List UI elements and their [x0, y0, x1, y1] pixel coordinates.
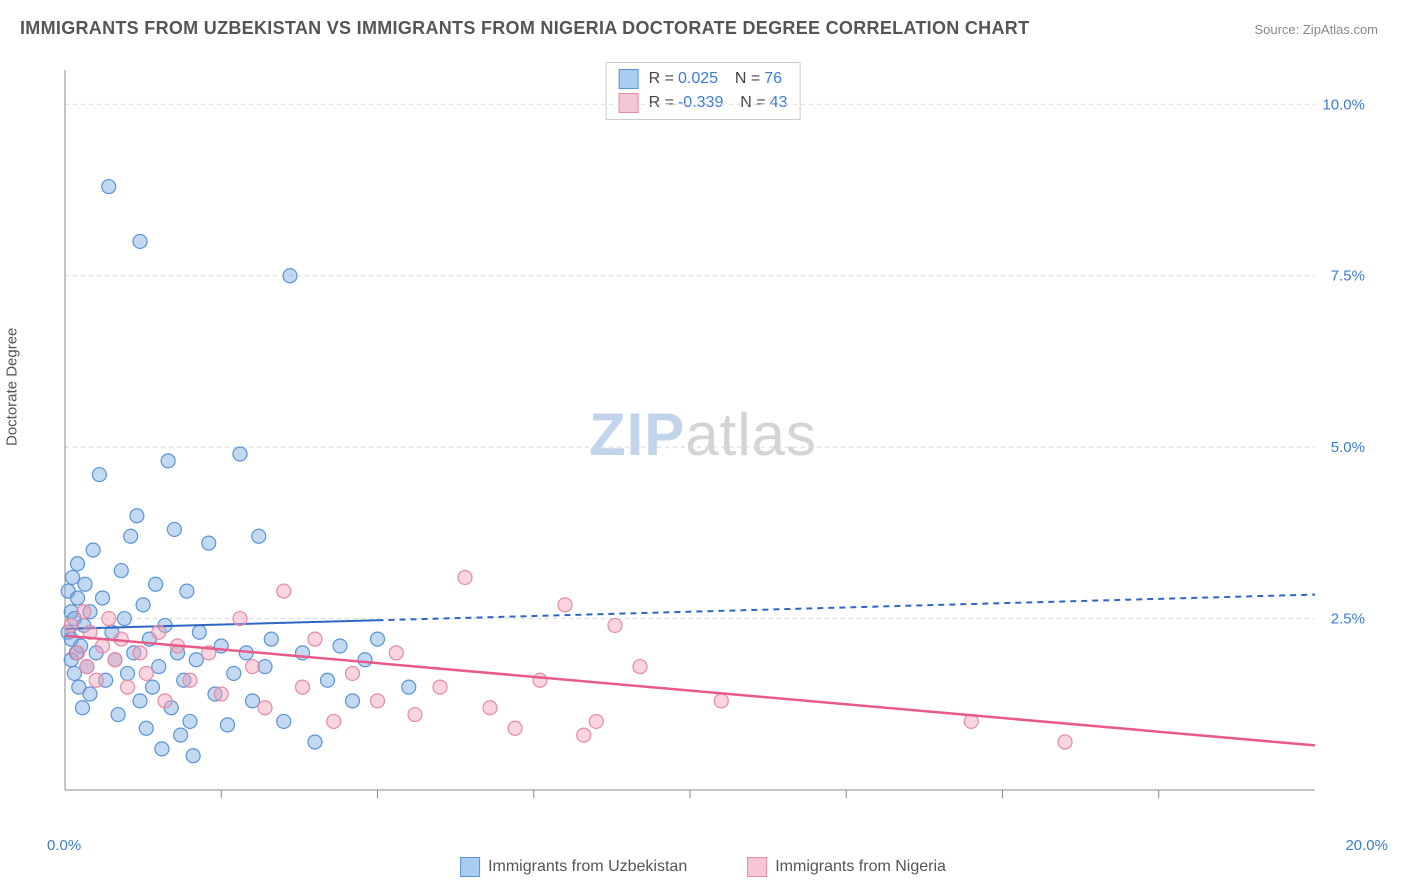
svg-text:7.5%: 7.5%	[1331, 268, 1365, 285]
legend-label-uzbekistan: Immigrants from Uzbekistan	[488, 858, 687, 876]
plot-svg: 2.5% 5.0% 7.5% 10.0%	[55, 60, 1375, 830]
swatch-nigeria-icon	[747, 857, 767, 877]
svg-text:5.0%: 5.0%	[1331, 439, 1365, 456]
svg-text:10.0%: 10.0%	[1322, 96, 1365, 113]
svg-text:2.5%: 2.5%	[1331, 611, 1365, 628]
scatter-plot: 2.5% 5.0% 7.5% 10.0%	[55, 60, 1375, 830]
series-legend: Immigrants from Uzbekistan Immigrants fr…	[460, 857, 946, 877]
legend-item-nigeria: Immigrants from Nigeria	[747, 857, 946, 877]
x-tick-0: 0.0%	[47, 837, 81, 854]
legend-label-nigeria: Immigrants from Nigeria	[775, 858, 946, 876]
x-tick-20: 20.0%	[1345, 837, 1388, 854]
chart-title: IMMIGRANTS FROM UZBEKISTAN VS IMMIGRANTS…	[20, 18, 1029, 39]
swatch-uzbekistan-icon	[460, 857, 480, 877]
legend-item-uzbekistan: Immigrants from Uzbekistan	[460, 857, 687, 877]
chart-container: IMMIGRANTS FROM UZBEKISTAN VS IMMIGRANTS…	[0, 0, 1406, 892]
source-label: Source: ZipAtlas.com	[1254, 22, 1378, 37]
y-axis-label: Doctorate Degree	[4, 328, 21, 446]
